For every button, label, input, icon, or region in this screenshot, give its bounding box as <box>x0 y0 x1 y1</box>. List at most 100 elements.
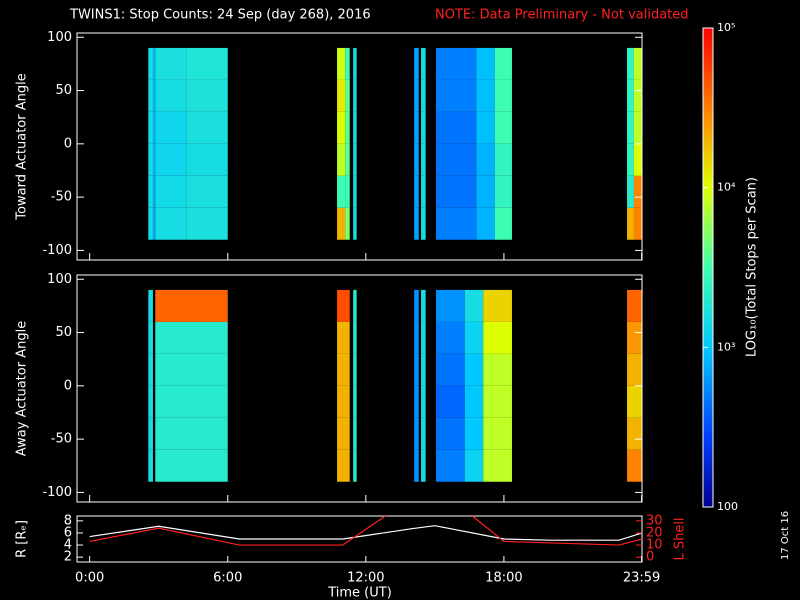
y-tick-label: 8 <box>64 513 72 528</box>
spectrogram-cell <box>627 207 634 240</box>
y-tick-label: 0 <box>64 378 72 393</box>
spectrogram-cell <box>152 143 156 176</box>
spectrogram-cell <box>186 175 228 208</box>
spectrogram-cell <box>353 449 357 482</box>
spectrogram-cell <box>414 79 419 112</box>
spectrogram-cell <box>353 111 357 144</box>
y-tick-label: 4 <box>64 538 72 553</box>
spectrogram-cell <box>186 143 228 176</box>
spectrogram-cell <box>353 353 357 386</box>
spectrogram-cell <box>476 143 495 176</box>
spectrogram-cell <box>155 207 187 240</box>
chart-title: TWINS1: Stop Counts: 24 Sep (day 268), 2… <box>69 8 371 23</box>
spectrogram-cell <box>155 111 187 144</box>
spectrogram-cell <box>414 175 419 208</box>
spectrogram-cell <box>494 79 512 112</box>
spectrogram-cell <box>155 175 187 208</box>
spectrogram-cell <box>464 385 484 418</box>
spectrogram-cell <box>633 207 642 240</box>
spectrogram-cell <box>345 47 350 80</box>
y-tick-label: -100 <box>42 485 72 500</box>
spectrogram-cell <box>436 143 477 176</box>
spectrogram-cell <box>421 111 426 144</box>
spectrogram-cell <box>353 207 357 240</box>
spectrogram-cell <box>436 207 477 240</box>
spectrogram-cell <box>337 385 350 418</box>
colorbar-tick-label: 10⁴ <box>717 181 736 194</box>
spectrogram-cell <box>353 321 357 354</box>
spectrogram-cell <box>155 79 187 112</box>
spectrogram-cell <box>148 47 153 80</box>
spectrogram-cell <box>353 417 357 450</box>
spectrogram-cell <box>414 449 419 482</box>
spectrogram-cell <box>152 79 156 112</box>
spectrogram-cell <box>148 449 153 482</box>
spectrogram-cell <box>627 47 634 80</box>
spectrogram-cell <box>436 47 477 80</box>
spectrogram-cell <box>627 143 634 176</box>
spectrogram-cell <box>436 111 477 144</box>
spectrogram-cell <box>148 417 153 450</box>
y2-tick-label: 10 <box>646 538 663 553</box>
spectrogram-cell <box>436 353 465 386</box>
spectrogram-cell <box>152 175 156 208</box>
y2-tick-label: 0 <box>646 550 654 565</box>
spectrogram-cell <box>148 175 153 208</box>
y-axis-label: Away Actuator Angle <box>15 321 30 456</box>
spectrogram-cell <box>155 353 228 386</box>
spectrogram-cell <box>337 321 350 354</box>
spectrogram-cell <box>421 289 426 322</box>
spectrogram-cell <box>353 47 357 80</box>
y-tick-label: 100 <box>47 30 72 45</box>
spectrogram-cell <box>627 385 642 418</box>
y-tick-label: 6 <box>64 525 72 540</box>
spectrogram-cell <box>148 207 153 240</box>
spectrogram-cell <box>337 353 350 386</box>
panel-frame <box>76 274 643 503</box>
spectrogram-cell <box>627 175 634 208</box>
y2-tick-label: 30 <box>646 513 663 528</box>
spectrogram-cell <box>421 385 426 418</box>
spectrogram-cell <box>337 175 346 208</box>
spectrogram-cell <box>436 321 465 354</box>
spectrogram-cell <box>337 111 346 144</box>
spectrogram-cell <box>421 143 426 176</box>
spectrogram-cell <box>148 385 153 418</box>
spectrogram-cell <box>494 175 512 208</box>
spectrogram-cell <box>464 353 484 386</box>
spectrogram-cell <box>436 385 465 418</box>
colorbar-tick-label: 100 <box>717 500 738 513</box>
spectrogram-cell <box>436 449 465 482</box>
y-tick-label: -100 <box>42 243 72 258</box>
spectrogram-cell <box>421 353 426 386</box>
colorbar-tick-label: 10³ <box>717 340 735 353</box>
spectrogram-cell <box>476 111 495 144</box>
spectrogram-cell <box>436 289 465 322</box>
spectrogram-cell <box>148 321 153 354</box>
spectrogram-cell <box>186 47 228 80</box>
spectrogram-cell <box>353 385 357 418</box>
spectrogram-cell <box>436 417 465 450</box>
spectrogram-cell <box>483 321 512 354</box>
spectrogram-cell <box>476 79 495 112</box>
spectrogram-cell <box>464 417 484 450</box>
orbit-frame <box>76 515 643 563</box>
spectrogram-cell <box>494 143 512 176</box>
y-tick-label: 2 <box>64 550 72 565</box>
spectrogram-cell <box>345 175 350 208</box>
spectrogram-cell <box>421 79 426 112</box>
spectrogram-cell <box>155 47 187 80</box>
spectrogram-cell <box>353 79 357 112</box>
orbit-line <box>89 525 642 541</box>
x-tick-label: 0:00 <box>75 571 104 586</box>
spectrogram-cell <box>337 289 350 322</box>
spectrogram-cell <box>421 321 426 354</box>
y-tick-label: 0 <box>64 136 72 151</box>
spectrogram-cell <box>148 111 153 144</box>
x-tick-label: 23:59 <box>623 571 660 586</box>
spectrogram-cell <box>483 289 512 322</box>
spectrogram-cell <box>494 111 512 144</box>
spectrogram-cell <box>337 449 350 482</box>
x-tick-label: 12:00 <box>347 571 384 586</box>
spectrogram-cell <box>345 79 350 112</box>
